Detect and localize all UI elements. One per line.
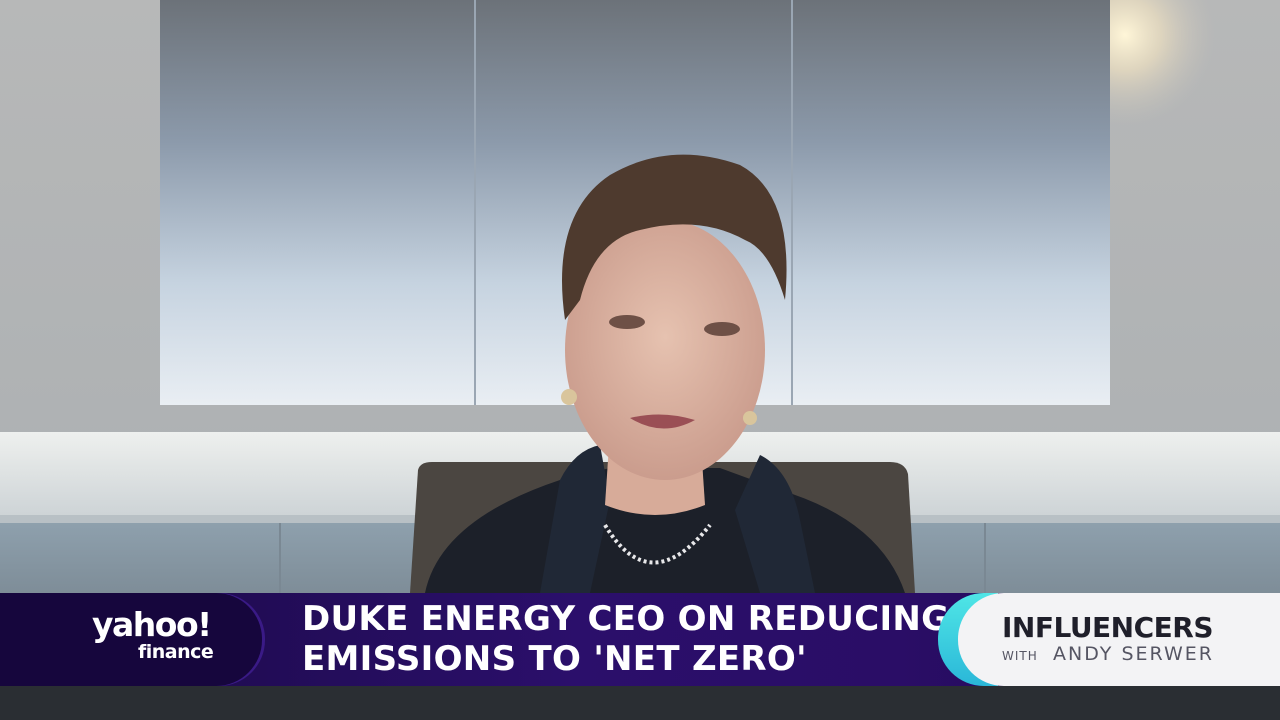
headline-line-1: DUKE ENERGY CEO ON REDUCING bbox=[302, 599, 950, 639]
network-logo-panel: yahoo! finance bbox=[0, 593, 262, 686]
network-logo-yahoo: yahoo! bbox=[92, 605, 212, 644]
headline-line-2: EMISSIONS TO 'NET ZERO' bbox=[302, 639, 807, 679]
show-title: INFLUENCERS bbox=[1002, 611, 1214, 644]
headline: DUKE ENERGY CEO ON REDUCING EMISSIONS TO… bbox=[302, 599, 952, 679]
bottom-strip bbox=[0, 686, 1280, 720]
show-branding-inner: INFLUENCERS WITH ANDY SERWER bbox=[970, 593, 1280, 686]
show-with-label: WITH bbox=[1002, 649, 1038, 663]
show-host-name: ANDY SERWER bbox=[1053, 643, 1214, 665]
network-logo-finance: finance bbox=[138, 641, 214, 663]
lower-third-banner: yahoo! finance DUKE ENERGY CEO ON REDUCI… bbox=[0, 593, 1280, 686]
show-branding-panel: INFLUENCERS WITH ANDY SERWER bbox=[958, 593, 1280, 686]
